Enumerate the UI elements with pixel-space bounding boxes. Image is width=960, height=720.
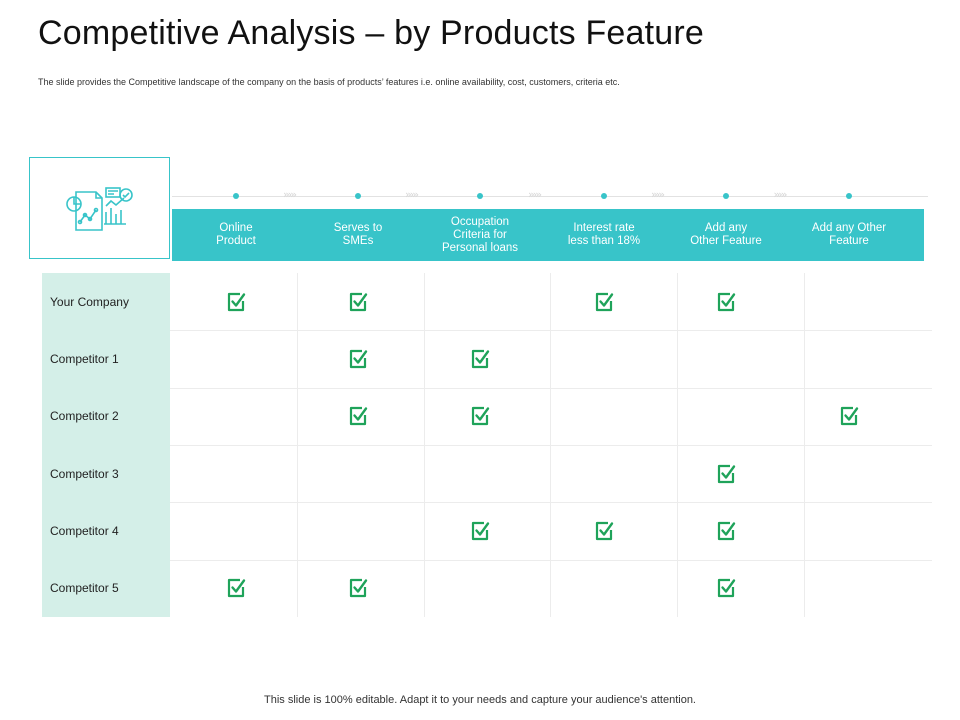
checkbox-checked-icon bbox=[349, 407, 368, 426]
checkbox-checked-icon bbox=[595, 292, 614, 311]
header-band bbox=[172, 209, 924, 261]
chevron-arrow-icon: ››››› bbox=[283, 188, 297, 201]
chevron-arrow-icon: ››››› bbox=[651, 188, 665, 201]
row-divider bbox=[170, 387, 932, 389]
timeline-dot bbox=[846, 193, 852, 199]
footer-note: This slide is 100% editable. Adapt it to… bbox=[264, 694, 696, 706]
timeline-line bbox=[172, 196, 928, 197]
checkbox-checked-icon bbox=[717, 292, 736, 311]
checkbox-checked-icon bbox=[717, 464, 736, 483]
checkbox-checked-icon bbox=[471, 407, 490, 426]
analytics-report-icon bbox=[66, 187, 133, 231]
checkbox-checked-icon bbox=[717, 521, 736, 540]
column-header: Interest rate less than 18% bbox=[567, 222, 641, 247]
chevron-arrow-icon: ››››› bbox=[528, 188, 542, 201]
checkbox-checked-icon bbox=[227, 292, 246, 311]
checkbox-checked-icon bbox=[349, 579, 368, 598]
checkbox-checked-icon bbox=[840, 407, 859, 426]
column-header: Add any Other Feature bbox=[811, 222, 887, 247]
page-title: Competitive Analysis – by Products Featu… bbox=[38, 14, 705, 52]
row-label-column bbox=[42, 273, 170, 617]
column-header: Occupation Criteria for Personal loans bbox=[441, 215, 519, 254]
column-header: Add any Other Feature bbox=[690, 222, 762, 247]
page-subtitle: The slide provides the Competitive lands… bbox=[38, 77, 620, 87]
row-label: Competitor 4 bbox=[50, 523, 119, 538]
timeline-dot bbox=[355, 193, 361, 199]
checkbox-checked-icon bbox=[349, 292, 368, 311]
checkbox-checked-icon bbox=[349, 349, 368, 369]
row-label: Competitor 3 bbox=[50, 466, 119, 481]
timeline-dot bbox=[601, 193, 607, 199]
timeline-dot bbox=[233, 193, 239, 199]
checkbox-checked-icon bbox=[471, 349, 490, 369]
chevron-arrow-icon: ››››› bbox=[405, 188, 419, 201]
row-divider bbox=[170, 444, 932, 446]
timeline-dot bbox=[477, 193, 483, 199]
row-label: Competitor 1 bbox=[50, 351, 119, 366]
row-divider bbox=[170, 502, 932, 504]
row-label: Your Company bbox=[50, 294, 129, 309]
row-divider bbox=[170, 330, 932, 332]
feature-icon-box bbox=[29, 157, 170, 259]
checkbox-checked-icon bbox=[471, 521, 490, 540]
checkbox-checked-icon bbox=[227, 579, 246, 598]
chevron-arrow-icon: ››››› bbox=[773, 188, 788, 201]
row-label: Competitor 2 bbox=[50, 409, 119, 424]
checkbox-checked-icon bbox=[595, 521, 614, 540]
row-divider bbox=[170, 559, 932, 561]
column-header: Online Product bbox=[216, 222, 256, 247]
timeline-dot bbox=[723, 193, 729, 199]
column-header: Serves to SMEs bbox=[333, 222, 383, 247]
row-label: Competitor 5 bbox=[50, 581, 119, 596]
checkbox-checked-icon bbox=[717, 579, 736, 598]
